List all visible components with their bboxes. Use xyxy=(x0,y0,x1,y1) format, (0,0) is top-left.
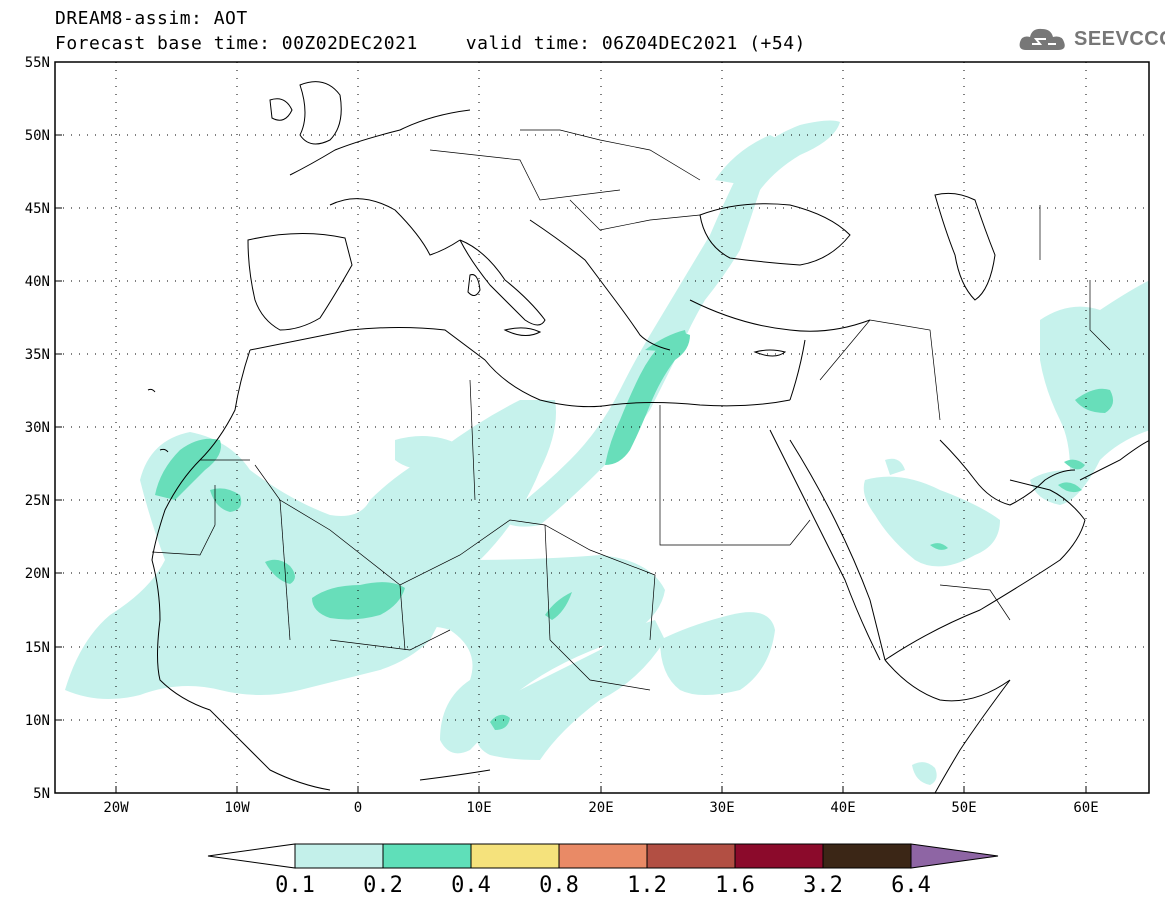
lon-label: 40E xyxy=(830,800,855,816)
logo-text: SEEVCCC xyxy=(1074,27,1165,50)
lon-label: 10E xyxy=(466,800,491,816)
colorbar-box xyxy=(294,843,384,869)
lat-label: 30N xyxy=(25,420,50,436)
borders xyxy=(151,129,1111,691)
colorbar-label: 0.4 xyxy=(451,873,491,898)
aot-mid-band xyxy=(155,330,1114,730)
cloud-icon xyxy=(1019,28,1065,50)
coastlines xyxy=(147,81,1149,793)
colorbar-label: 1.6 xyxy=(715,873,755,898)
colorbar-label: 6.4 xyxy=(891,873,931,898)
colorbar-label: 0.2 xyxy=(363,873,403,898)
lat-label: 45N xyxy=(25,201,50,217)
colorbar-right-arrow xyxy=(910,843,999,869)
base-time: Forecast base time: 00Z02DEC2021 xyxy=(55,33,418,54)
lon-label: 30E xyxy=(709,800,734,816)
lon-label: 60E xyxy=(1073,800,1098,816)
colorbar-box xyxy=(382,843,472,869)
lat-label: 25N xyxy=(25,493,50,509)
colorbar-label: 3.2 xyxy=(803,873,843,898)
lat-label: 50N xyxy=(25,128,50,144)
colorbar-box xyxy=(558,843,648,869)
colorbar-label: 1.2 xyxy=(627,873,667,898)
colorbar-box xyxy=(734,843,824,869)
map-title: DREAM8-assim: AOT xyxy=(55,8,248,29)
colorbar-left-arrow xyxy=(207,843,296,869)
lat-labels: 55N 50N 45N 40N 35N 30N 25N 20N 15N 10N … xyxy=(25,55,50,802)
colorbar-label: 0.1 xyxy=(275,873,315,898)
lat-label: 55N xyxy=(25,55,50,71)
lon-labels: 20W 10W 0 10E 20E 30E 40E 50E 60E xyxy=(103,800,1098,816)
lat-label: 40N xyxy=(25,274,50,290)
valid-time: valid time: 06Z04DEC2021 (+54) xyxy=(465,33,806,54)
colorbar-box xyxy=(646,843,736,869)
lat-label: 20N xyxy=(25,566,50,582)
lat-label: 5N xyxy=(33,786,50,802)
seevccc-logo: SEEVCCC xyxy=(1018,24,1165,54)
colorbar-box xyxy=(470,843,560,869)
map-subtitle: Forecast base time: 00Z02DEC2021 valid ti… xyxy=(55,33,806,54)
colorbar: 0.1 0.2 0.4 0.8 1.2 1.6 3.2 6.4 xyxy=(207,843,999,898)
lat-label: 15N xyxy=(25,640,50,656)
lat-label: 10N xyxy=(25,713,50,729)
lon-label: 50E xyxy=(951,800,976,816)
lon-label: 10W xyxy=(224,800,250,816)
lon-label: 0 xyxy=(354,800,362,816)
axis-ticks xyxy=(55,134,1087,793)
lon-label: 20W xyxy=(103,800,129,816)
colorbar-box xyxy=(822,843,912,869)
colorbar-label: 0.8 xyxy=(539,873,579,898)
lon-label: 20E xyxy=(588,800,613,816)
lat-label: 35N xyxy=(25,347,50,363)
